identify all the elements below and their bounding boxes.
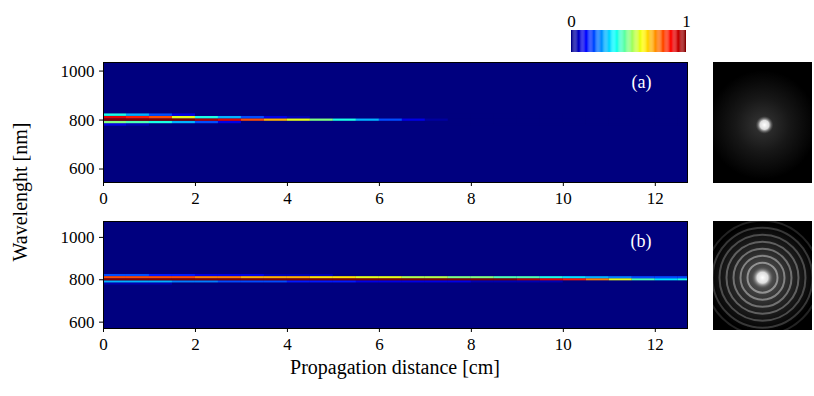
svg-text:0: 0 bbox=[99, 189, 108, 208]
svg-text:2: 2 bbox=[191, 189, 200, 208]
svg-text:8: 8 bbox=[467, 335, 476, 354]
svg-text:0: 0 bbox=[567, 12, 576, 31]
svg-text:1000: 1000 bbox=[61, 62, 95, 81]
html-text:Wavelenght [nm]: Wavelenght [nm] bbox=[8, 122, 31, 262]
svg-text:12: 12 bbox=[647, 189, 664, 208]
svg-text:1000: 1000 bbox=[61, 228, 95, 247]
svg-text:600: 600 bbox=[69, 159, 95, 178]
svg-text:4: 4 bbox=[283, 189, 292, 208]
svg-text:(b): (b) bbox=[631, 231, 652, 252]
svg-text:2: 2 bbox=[191, 335, 200, 354]
svg-text:0: 0 bbox=[99, 335, 108, 354]
svg-text:10: 10 bbox=[555, 335, 572, 354]
svg-text:800: 800 bbox=[69, 110, 95, 129]
svg-text:(a): (a) bbox=[632, 72, 652, 93]
svg-text:1: 1 bbox=[682, 12, 691, 31]
svg-text:8: 8 bbox=[467, 189, 476, 208]
svg-text:600: 600 bbox=[69, 313, 95, 332]
svg-text:800: 800 bbox=[69, 270, 95, 289]
html-text:Propagation distance [cm]: Propagation distance [cm] bbox=[290, 356, 500, 378]
svg-text:6: 6 bbox=[375, 335, 384, 354]
svg-text:12: 12 bbox=[647, 335, 664, 354]
svg-text:4: 4 bbox=[283, 335, 292, 354]
svg-text:10: 10 bbox=[555, 189, 572, 208]
svg-text:6: 6 bbox=[375, 189, 384, 208]
